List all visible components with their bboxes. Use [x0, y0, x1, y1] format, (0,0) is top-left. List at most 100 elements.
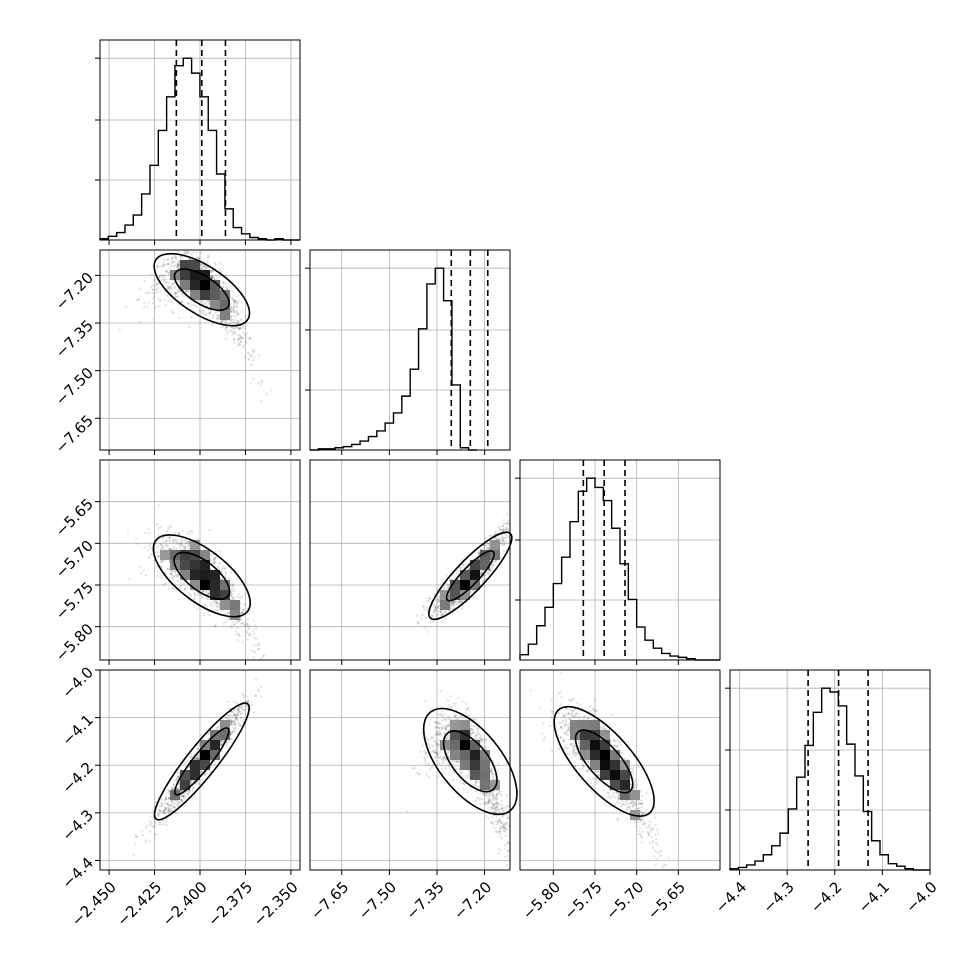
scatter-point: [242, 608, 245, 611]
density-block: [200, 280, 210, 290]
density-block: [210, 300, 220, 310]
scatter-point: [230, 625, 234, 628]
scatter-point: [263, 654, 266, 657]
scatter-point: [214, 556, 217, 559]
scatter-point: [241, 640, 244, 644]
scatter-point: [219, 262, 222, 265]
scatter-point: [177, 263, 180, 266]
scatter-point: [183, 804, 186, 807]
scatter-point: [174, 539, 177, 542]
scatter-point: [257, 647, 261, 650]
scatter-point: [187, 302, 190, 305]
scatter-point: [162, 541, 165, 544]
scatter-point: [185, 252, 188, 255]
density-block: [180, 550, 190, 560]
scatter-point: [233, 300, 236, 304]
scatter-point: [436, 613, 439, 616]
scatter-point: [167, 271, 171, 274]
scatter-point: [160, 804, 163, 807]
scatter-point: [502, 522, 506, 525]
density-block: [210, 580, 220, 590]
scatter-point: [178, 587, 181, 590]
scatter-point: [153, 295, 156, 298]
contour-level-0: [173, 268, 230, 312]
scatter-point: [207, 253, 210, 256]
scatter-point: [177, 250, 180, 254]
scatter-point: [236, 322, 239, 325]
scatter-point: [208, 312, 211, 315]
scatter-point: [240, 337, 243, 340]
scatter-point: [208, 614, 211, 617]
scatter-point: [437, 600, 440, 603]
scatter-point: [429, 621, 432, 625]
scatter-point: [269, 389, 272, 392]
scatter-point: [252, 377, 255, 381]
scatter-point: [230, 318, 233, 321]
scatter-point: [235, 629, 238, 632]
scatter-point: [169, 299, 172, 302]
scatter-point: [207, 300, 210, 303]
scatter-point: [208, 311, 211, 314]
scatter-point: [180, 292, 183, 296]
scatter-point: [188, 542, 191, 545]
scatter-point: [432, 620, 435, 624]
scatter-point: [233, 300, 236, 303]
scatter-point: [235, 621, 238, 624]
scatter-point: [205, 589, 208, 593]
scatter-point: [223, 622, 226, 625]
scatter-point: [250, 353, 253, 356]
scatter-point: [232, 299, 235, 302]
density-block: [180, 270, 190, 280]
scatter-point: [247, 351, 250, 354]
scatter-point: [219, 282, 222, 286]
scatter-point: [222, 325, 225, 328]
scatter-point: [428, 597, 431, 600]
panel-1-1: [305, 250, 510, 455]
scatter-point: [177, 598, 180, 601]
scatter-point: [426, 596, 429, 600]
scatter-point: [154, 306, 157, 309]
scatter-point: [233, 587, 236, 591]
scatter-point: [176, 279, 179, 282]
scatter-point: [231, 290, 234, 293]
scatter-point: [176, 542, 179, 545]
scatter-point: [154, 284, 157, 287]
scatter-point: [233, 305, 236, 308]
scatter-point: [157, 297, 160, 300]
scatter-point: [230, 593, 233, 596]
scatter-point: [151, 284, 154, 287]
scatter-point: [187, 251, 190, 254]
scatter-point: [190, 315, 193, 319]
scatter-point: [233, 308, 236, 311]
scatter-point: [149, 552, 152, 556]
scatter-point: [253, 651, 256, 654]
scatter-point: [199, 252, 202, 255]
scatter-point: [253, 636, 256, 639]
scatter-point: [248, 337, 252, 340]
density-block: [180, 280, 190, 290]
scatter-point: [216, 277, 219, 280]
density-block: [230, 610, 240, 620]
density-block: [180, 570, 190, 580]
scatter-point: [169, 286, 172, 289]
scatter-point: [232, 321, 235, 324]
scatter-point: [184, 587, 187, 590]
histogram-3: [729, 687, 930, 871]
scatter-point: [225, 274, 228, 277]
scatter-point: [198, 256, 201, 259]
scatter-point: [161, 275, 164, 278]
scatter-point: [163, 298, 166, 302]
scatter-point: [196, 256, 199, 259]
scatter-point: [244, 333, 247, 336]
scatter-point: [446, 587, 449, 590]
scatter-point: [176, 267, 180, 270]
scatter-point: [144, 292, 147, 295]
scatter-point: [188, 540, 191, 543]
scatter-point: [244, 624, 247, 627]
scatter-point: [249, 624, 252, 628]
scatter-point: [235, 303, 238, 306]
scatter-point: [244, 340, 247, 343]
scatter-point: [212, 275, 215, 278]
density-block: [190, 560, 200, 570]
scatter-point: [203, 301, 206, 304]
